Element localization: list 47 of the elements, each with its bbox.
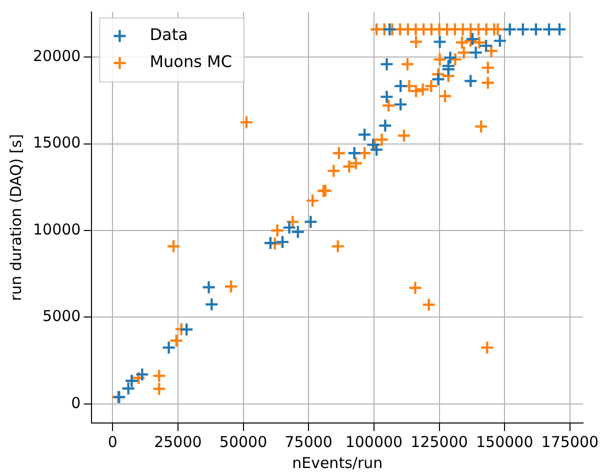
point: [347, 146, 362, 160]
point: [179, 322, 194, 337]
x-axis-title: nEvents/run: [292, 454, 383, 472]
point: [204, 297, 219, 312]
point: [394, 78, 408, 94]
point: [528, 22, 544, 36]
point: [552, 22, 567, 36]
point: [382, 22, 397, 36]
point: [394, 97, 408, 112]
point: [468, 45, 483, 60]
point: [380, 57, 394, 72]
x-tick-label: 100000: [345, 432, 403, 451]
legend-label: Muons MC: [150, 52, 232, 72]
point: [202, 280, 216, 294]
y-tick-label: 10000: [33, 220, 81, 238]
point: [502, 22, 517, 36]
x-tick-label: 0: [108, 432, 118, 451]
y-axis-title: run duration (DAQ) [s]: [6, 134, 25, 301]
point: [432, 34, 447, 49]
point: [304, 214, 318, 229]
point: [162, 340, 176, 355]
point: [121, 381, 136, 396]
y-tick-label: 5000: [42, 307, 81, 326]
legend-label: Data: [150, 25, 188, 44]
point: [135, 367, 150, 382]
point: [380, 90, 394, 104]
point: [378, 118, 392, 133]
x-tick-label: 150000: [476, 432, 534, 451]
point: [492, 34, 507, 48]
point: [431, 72, 446, 86]
point: [443, 50, 458, 65]
point: [263, 236, 278, 250]
point: [357, 128, 372, 142]
y-tick-label: 20000: [33, 46, 81, 65]
point: [441, 62, 456, 76]
point: [542, 22, 556, 36]
x-tick-label: 50000: [219, 432, 268, 451]
point: [478, 38, 494, 53]
x-tick-label: 175000: [541, 432, 599, 451]
y-tick-label: 15000: [33, 134, 81, 152]
point: [275, 234, 290, 250]
point: [464, 74, 478, 88]
x-tick-label: 75000: [284, 432, 332, 451]
y-tick-label: 0: [71, 394, 81, 412]
x-tick-label: 25000: [154, 432, 202, 451]
point: [516, 22, 530, 36]
x-tick-label: 125000: [410, 432, 468, 451]
